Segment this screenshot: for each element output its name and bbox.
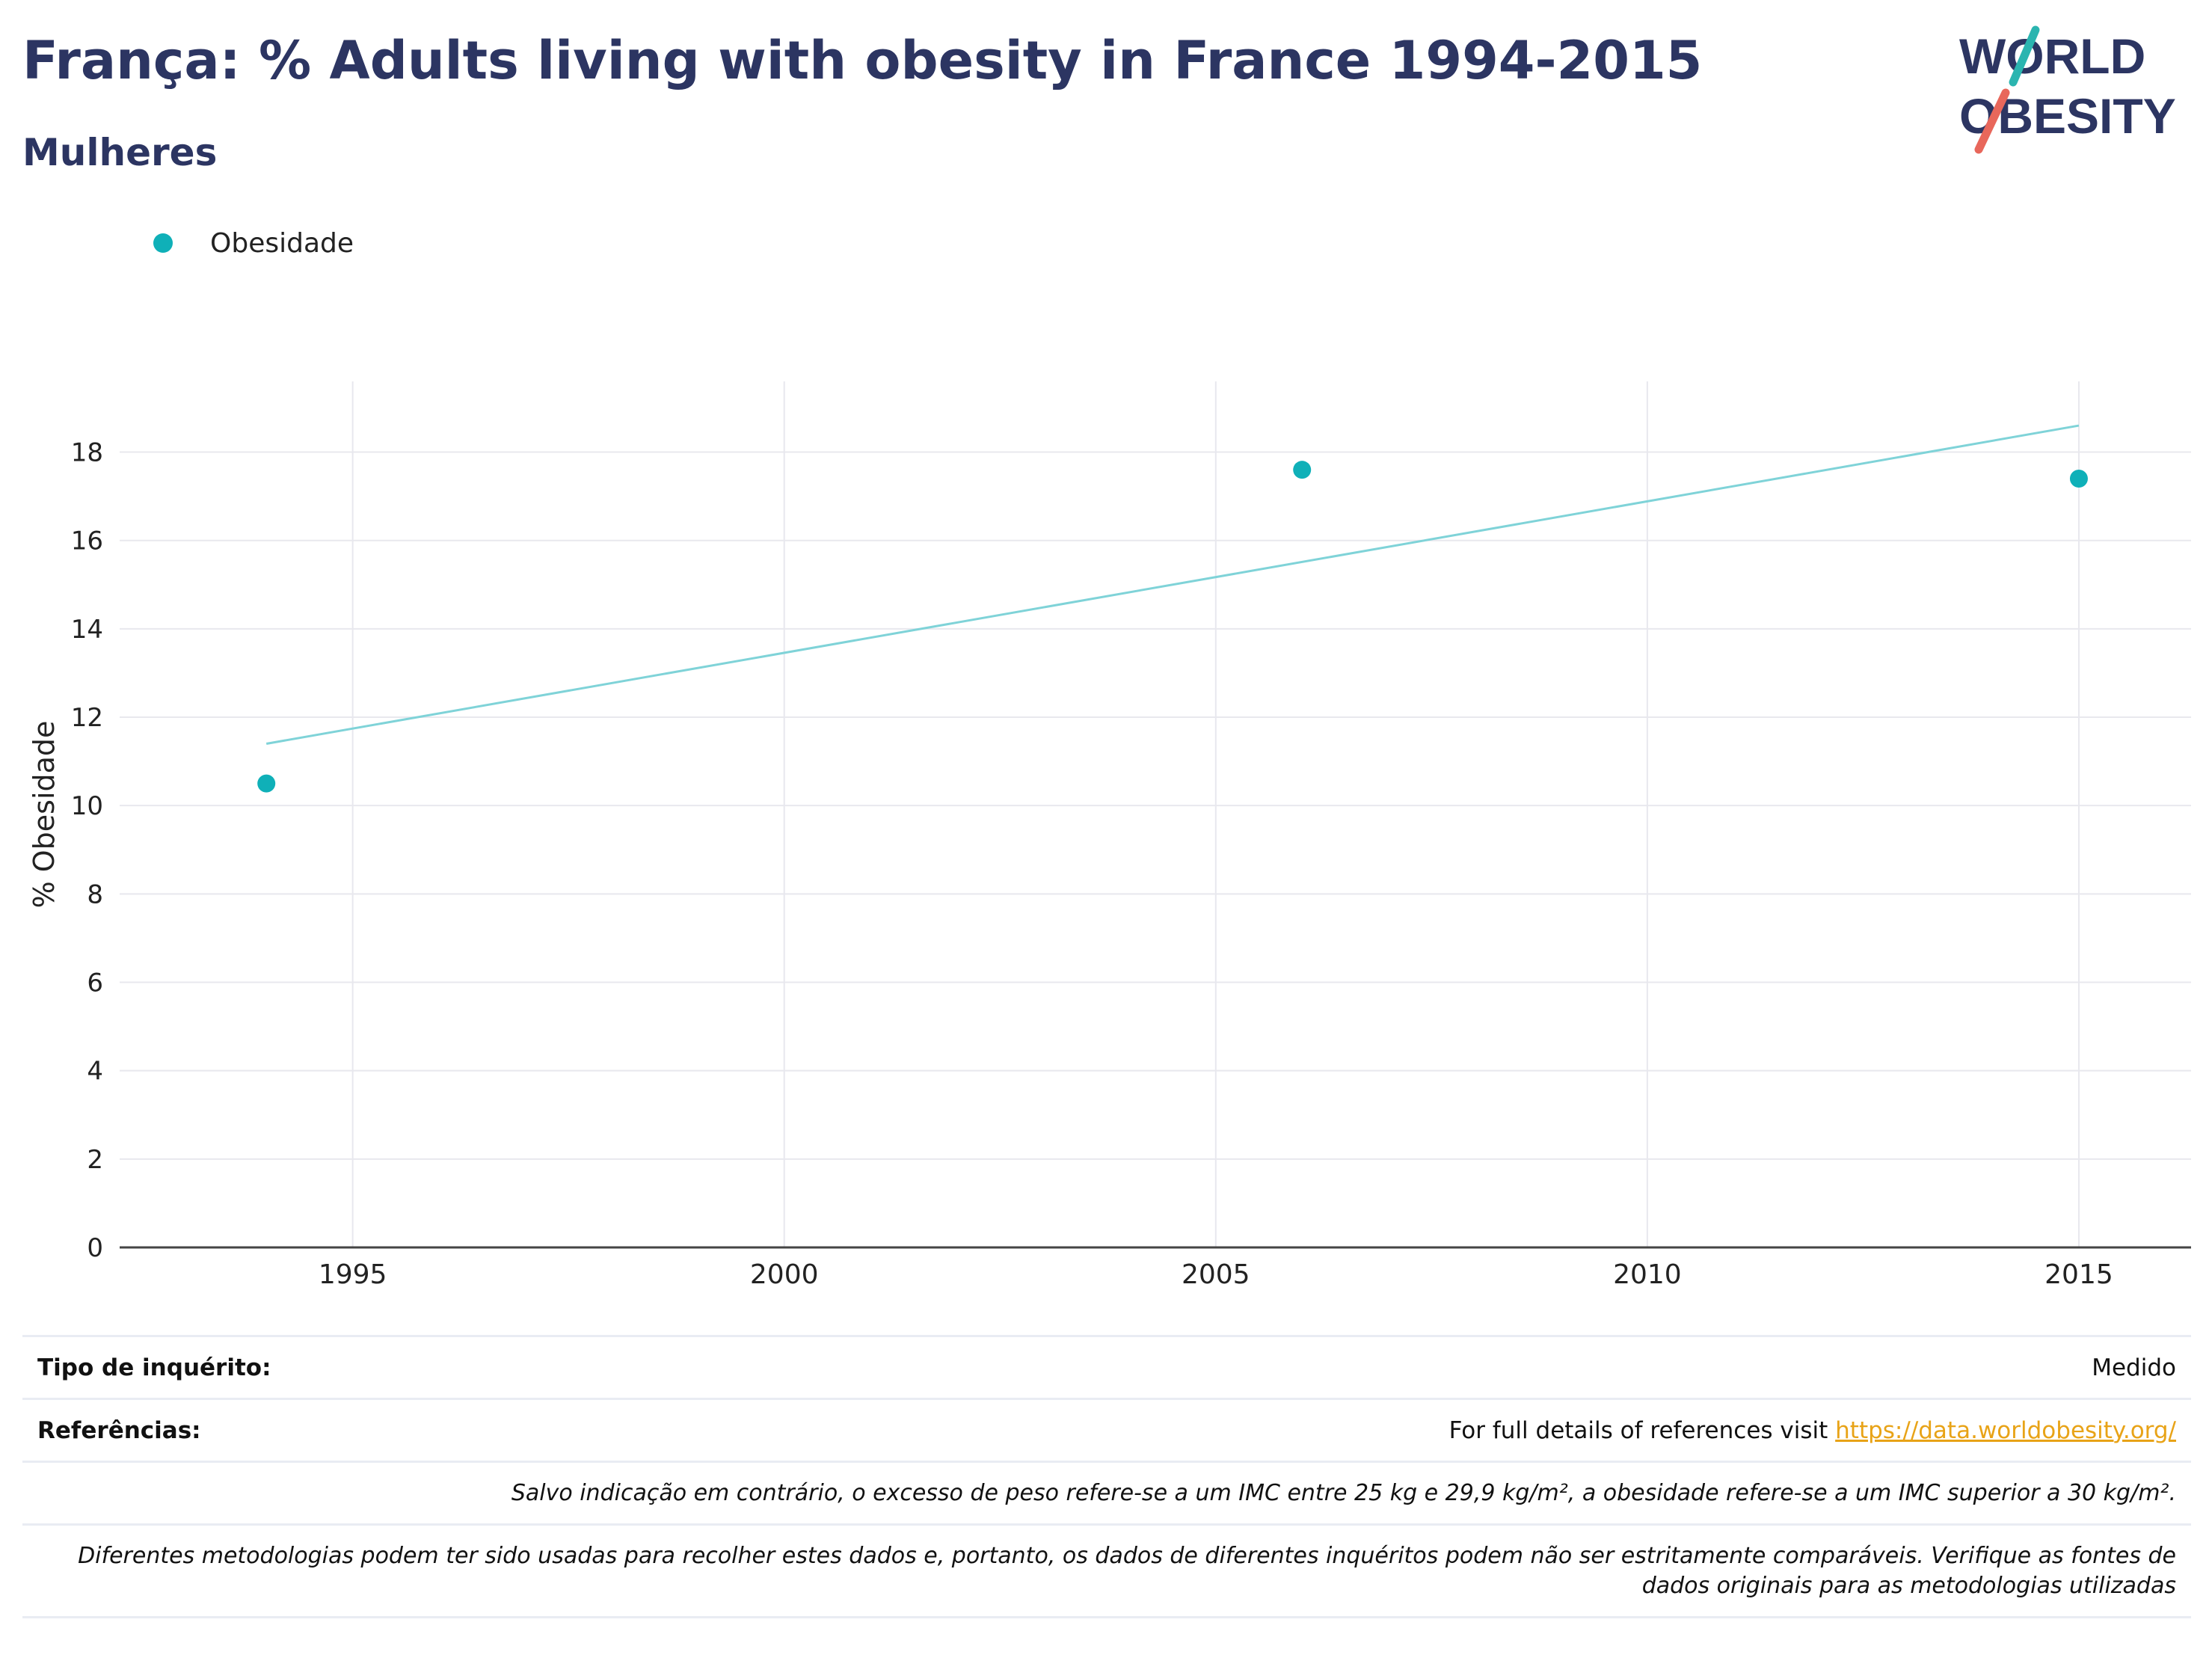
references-label: Referências: (37, 1416, 201, 1444)
legend-label: Obesidade (210, 227, 354, 259)
y-tick-label: 2 (87, 1145, 103, 1175)
x-tick-label: 2000 (750, 1259, 819, 1290)
legend[interactable]: Obesidade (153, 224, 354, 262)
data-point (1293, 461, 1312, 479)
y-tick-label: 10 (71, 791, 103, 821)
scatter-chart: 0 2 4 6 8 10 12 14 16 18 1995 2000 2005 2010 2015 % Obe… (28, 381, 2191, 1290)
y-tick-label: 0 (87, 1233, 103, 1263)
references-text: For full details of references visit (1448, 1416, 1836, 1444)
y-axis-label: % Obesidade (28, 721, 61, 909)
y-tick-label: 16 (71, 526, 103, 556)
logo-line1: WORLD (1959, 28, 2145, 84)
y-tick-label: 4 (87, 1057, 103, 1087)
references-link[interactable]: https://data.worldobesity.org/ (1835, 1416, 2176, 1444)
bmi-note-row: Salvo indicação em contrário, o excesso … (22, 1461, 2191, 1523)
y-tick-label: 12 (71, 703, 103, 733)
methods-note: Diferentes metodologias podem ter sido u… (78, 1542, 2176, 1599)
survey-type-value: Medido (2092, 1354, 2176, 1381)
chart-footer: Tipo de inquérito: Medido Referências: F… (22, 1335, 2191, 1618)
y-tick-label: 6 (87, 968, 103, 998)
x-tick-label: 2005 (1182, 1259, 1250, 1290)
survey-type-label: Tipo de inquérito: (37, 1354, 271, 1381)
references-row: Referências: For full details of referen… (22, 1398, 2191, 1461)
references-value: For full details of references visit htt… (1449, 1417, 2176, 1444)
world-obesity-logo: WORLD OBESITY (1959, 25, 2176, 154)
logo-slash-top (2009, 25, 2040, 87)
logo-slash-bottom (1974, 88, 2010, 154)
bmi-note: Salvo indicação em contrário, o excesso … (511, 1479, 2176, 1506)
survey-type-row: Tipo de inquérito: Medido (22, 1335, 2191, 1398)
trend-line (265, 424, 2080, 745)
data-point (257, 774, 276, 793)
x-tick-label: 2010 (1613, 1259, 1682, 1290)
y-tick-label: 14 (71, 615, 103, 645)
legend-marker-icon (153, 233, 173, 253)
data-point (2069, 469, 2088, 488)
methods-note-row: Diferentes metodologias podem ter sido u… (22, 1523, 2191, 1618)
y-tick-label: 8 (87, 879, 103, 909)
chart-subtitle: Mulheres (22, 131, 218, 174)
y-tick-label: 18 (71, 438, 103, 468)
x-tick-label: 1995 (319, 1259, 387, 1290)
chart-title: França: % Adults living with obesity in … (22, 30, 1703, 91)
x-tick-label: 2015 (2044, 1259, 2113, 1290)
